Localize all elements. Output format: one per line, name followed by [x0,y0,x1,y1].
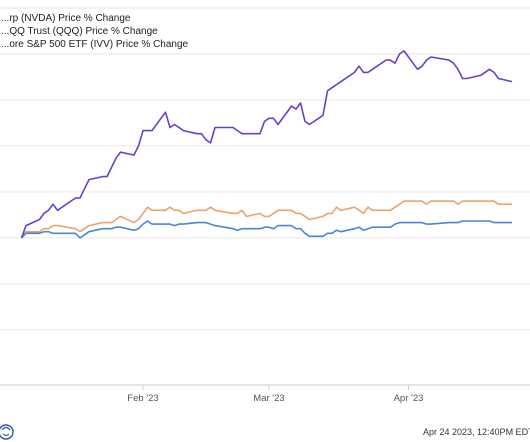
legend: ...rp (NVDA) Price % Change ...QQ Trust … [1,13,189,50]
series-line-0 [20,50,513,239]
series-layer [20,50,513,239]
x-tick-label: Feb '23 [127,393,158,404]
footer: Apr 24 2023, 12:40PM EDT. Powered by [0,424,530,440]
gridlines [0,7,530,386]
legend-entry-nvda: ...rp (NVDA) Price % Change [1,13,131,24]
ycharts-logo-icon [0,424,14,440]
x-tick-label: Mar '23 [253,393,284,404]
legend-entry-qqq: ...QQ Trust (QQQ) Price % Change [1,26,158,37]
x-axis-ticks: Feb '23 Mar '23 Apr '23 [127,385,423,404]
x-tick-label: Apr '23 [394,393,424,404]
series-line-2 [20,220,512,239]
series-line-1 [20,200,512,239]
footer-timestamp: Apr 24 2023, 12:40PM EDT. Powered by [423,427,530,437]
legend-entry-ivv: ...ore S&P 500 ETF (IVV) Price % Change [1,39,189,50]
